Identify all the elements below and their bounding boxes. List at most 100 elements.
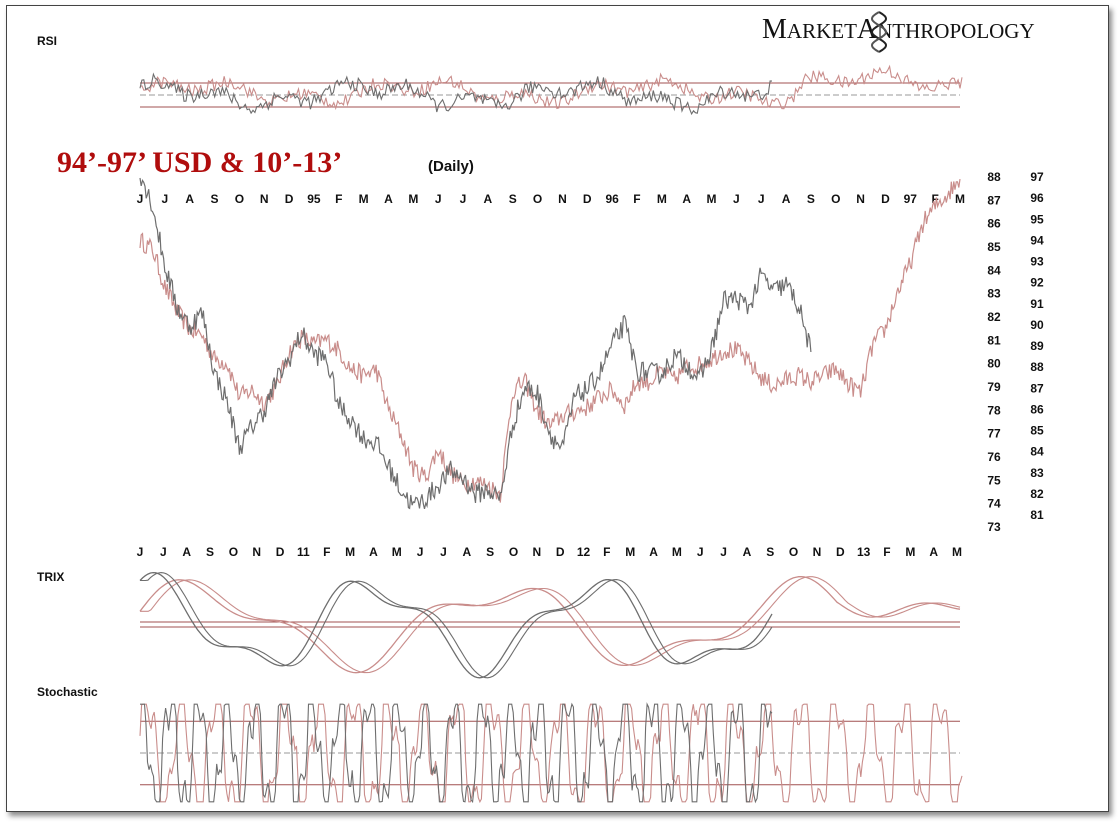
x-tick-label-1994-97: N: [558, 192, 567, 206]
x-tick-label-1994-97: J: [435, 192, 442, 206]
x-tick-label-2010-13: A: [369, 545, 378, 559]
y-tick-label-1994-97: 92: [1030, 276, 1044, 290]
y-tick-label-1994-97: 81: [1030, 508, 1044, 522]
x-tick-label-2010-13: F: [883, 545, 890, 559]
x-tick-label-2010-13: D: [556, 545, 565, 559]
y-tick-label-2010-13: 80: [987, 357, 1001, 371]
x-tick-label-2010-13: S: [486, 545, 494, 559]
x-tick-label-1994-97: J: [137, 192, 144, 206]
y-tick-label-2010-13: 83: [987, 287, 1001, 301]
y-tick-label-1994-97: 84: [1030, 445, 1044, 459]
y-tick-label-1994-97: 86: [1030, 402, 1044, 416]
x-tick-label-2010-13: N: [813, 545, 822, 559]
x-tick-label-2010-13: A: [649, 545, 658, 559]
y-tick-label-2010-13: 81: [987, 333, 1001, 347]
y-tick-label-1994-97: 91: [1030, 297, 1044, 311]
x-tick-label-1994-97: N: [260, 192, 269, 206]
y-tick-label-2010-13: 82: [987, 310, 1001, 324]
dna-helix-icon: [870, 11, 888, 53]
x-tick-label-1994-97: J: [733, 192, 740, 206]
trix-signal-2010-13: [140, 572, 773, 679]
x-tick-label-1994-97: J: [758, 192, 765, 206]
chart-subtitle: (Daily): [428, 158, 474, 175]
x-tick-label-2010-13: A: [462, 545, 471, 559]
x-tick-label-2010-13: 13: [857, 545, 871, 559]
x-tick-label-1994-97: 95: [307, 192, 321, 206]
x-tick-label-1994-97: D: [285, 192, 294, 206]
x-tick-label-2010-13: J: [720, 545, 727, 559]
y-tick-label-1994-97: 95: [1030, 212, 1044, 226]
x-tick-label-2010-13: J: [160, 545, 167, 559]
brand-logo-initial: M: [762, 14, 787, 45]
y-tick-label-2010-13: 75: [987, 473, 1001, 487]
y-tick-label-2010-13: 87: [987, 193, 1001, 207]
y-tick-label-1994-97: 90: [1030, 318, 1044, 332]
x-tick-label-1994-97: O: [831, 192, 840, 206]
chart-title: 94’-97’ USD & 10’-13’: [57, 146, 342, 179]
brand-logo-rest: NTHROPOLOGY: [877, 19, 1035, 43]
x-tick-label-2010-13: S: [206, 545, 214, 559]
x-tick-label-2010-13: M: [905, 545, 915, 559]
x-tick-label-2010-13: O: [229, 545, 238, 559]
x-tick-label-2010-13: M: [625, 545, 635, 559]
x-tick-label-1994-97: O: [533, 192, 542, 206]
y-tick-label-1994-97: 83: [1030, 466, 1044, 480]
y-tick-label-1994-97: 82: [1030, 487, 1044, 501]
x-tick-label-1994-97: A: [384, 192, 393, 206]
x-tick-label-2010-13: J: [697, 545, 704, 559]
x-tick-label-2010-13: 12: [577, 545, 591, 559]
x-tick-label-2010-13: A: [743, 545, 752, 559]
x-tick-label-1994-97: J: [460, 192, 467, 206]
stochastic-line-1994-97: [139, 702, 963, 804]
rsi-line-1994-97: [139, 64, 963, 111]
x-tick-label-1994-97: A: [185, 192, 194, 206]
stochastic-label: Stochastic: [37, 685, 98, 699]
dna-helix-icon-strand: [870, 11, 888, 53]
y-tick-label-1994-97: 85: [1030, 424, 1044, 438]
x-tick-label-1994-97: J: [162, 192, 169, 206]
x-tick-label-2010-13: A: [182, 545, 191, 559]
x-tick-label-1994-97: F: [633, 192, 640, 206]
x-tick-label-2010-13: M: [392, 545, 402, 559]
x-tick-label-2010-13: N: [252, 545, 261, 559]
y-tick-label-1994-97: 89: [1030, 339, 1044, 353]
trix-signal-1994-97: [140, 576, 961, 674]
x-tick-label-2010-13: 11: [297, 545, 310, 559]
x-tick-label-1994-97: F: [335, 192, 342, 206]
y-tick-label-2010-13: 77: [987, 427, 1001, 441]
x-tick-label-2010-13: D: [836, 545, 845, 559]
series-line-2010-13: [139, 177, 812, 510]
trix-line-2010-13: [139, 571, 773, 679]
x-tick-label-1994-97: O: [235, 192, 244, 206]
brand-logo-rest: ARKET: [787, 19, 857, 43]
x-tick-label-1994-97: S: [211, 192, 219, 206]
x-tick-label-2010-13: J: [417, 545, 424, 559]
x-tick-label-1994-97: A: [782, 192, 791, 206]
brand-logo: MARKETANTHROPOLOGY: [762, 14, 1035, 45]
rsi-label: RSI: [37, 34, 57, 48]
y-tick-label-2010-13: 79: [987, 380, 1001, 394]
y-tick-label-2010-13: 78: [987, 403, 1001, 417]
y-tick-label-2010-13: 74: [987, 497, 1001, 511]
x-tick-label-1994-97: A: [484, 192, 493, 206]
y-tick-label-2010-13: 76: [987, 450, 1001, 464]
y-tick-label-1994-97: 97: [1030, 170, 1044, 184]
y-tick-label-2010-13: 86: [987, 217, 1001, 231]
chart-frame: [6, 5, 1109, 812]
x-tick-label-1994-97: 97: [904, 192, 918, 206]
x-tick-label-1994-97: M: [707, 192, 717, 206]
x-tick-label-2010-13: D: [276, 545, 285, 559]
y-tick-label-1994-97: 96: [1030, 191, 1044, 205]
x-tick-label-2010-13: J: [137, 545, 144, 559]
y-tick-label-2010-13: 85: [987, 240, 1001, 254]
x-tick-label-2010-13: N: [532, 545, 541, 559]
x-tick-label-1994-97: M: [359, 192, 369, 206]
series-line-1994-97: [139, 179, 961, 503]
y-tick-label-1994-97: 87: [1030, 381, 1044, 395]
y-tick-label-1994-97: 94: [1030, 233, 1044, 247]
y-tick-label-2010-13: 73: [987, 520, 1001, 534]
x-tick-label-2010-13: J: [440, 545, 447, 559]
x-tick-label-1994-97: M: [955, 192, 965, 206]
x-tick-label-2010-13: S: [766, 545, 774, 559]
